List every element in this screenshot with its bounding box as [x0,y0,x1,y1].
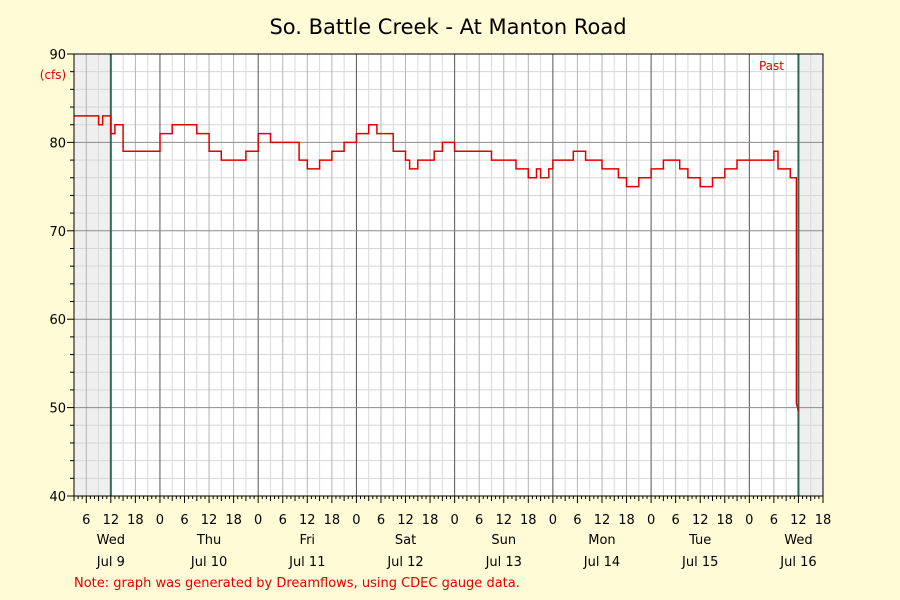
x-date-label: Jul 14 [583,555,620,570]
x-hour-label: 18 [225,513,242,528]
x-hour-label: 6 [279,513,287,528]
x-day-label: Tue [688,533,711,548]
y-tick-label: 50 [49,402,66,417]
x-hour-label: 12 [692,513,709,528]
x-hour-label: 0 [156,513,164,528]
x-hour-label: 6 [82,513,90,528]
x-hour-label: 12 [103,513,120,528]
y-tick-label: 70 [49,225,66,240]
x-hour-label: 18 [520,513,537,528]
x-day-label: Thu [196,533,221,548]
x-day-label: Fri [300,533,316,548]
x-hour-label: 18 [324,513,341,528]
x-day-label: Wed [784,533,812,548]
x-hour-label: 0 [450,513,458,528]
x-hour-label: 12 [397,513,414,528]
x-hour-label: 6 [770,513,778,528]
x-hour-label: 0 [352,513,360,528]
x-hour-label: 6 [180,513,188,528]
past-annotation: Past [759,59,784,73]
shaded-region-start [74,54,111,496]
x-hour-label: 18 [815,513,832,528]
x-date-label: Jul 16 [779,555,816,570]
x-hour-label: 12 [299,513,316,528]
x-hour-label: 18 [716,513,733,528]
x-date-label: Jul 15 [681,555,718,570]
y-tick-label: 90 [49,48,66,63]
x-date-label: Jul 9 [96,555,125,570]
chart-title: So. Battle Creek - At Manton Road [269,15,626,39]
x-hour-label: 6 [573,513,581,528]
y-tick-label: 80 [49,136,66,151]
x-hour-label: 18 [618,513,635,528]
plot-frame [73,53,824,497]
x-hour-label: 6 [672,513,680,528]
x-hour-label: 18 [422,513,439,528]
x-hour-label: 12 [201,513,218,528]
x-hour-label: 0 [647,513,655,528]
x-hour-label: 12 [495,513,512,528]
x-date-label: Jul 10 [190,555,227,570]
x-date-label: Jul 11 [288,555,325,570]
x-date-label: Jul 12 [386,555,423,570]
flow-series-line [74,115,800,413]
y-tick-label: 40 [49,490,66,505]
x-day-label: Sun [491,533,516,548]
x-hour-label: 18 [127,513,144,528]
y-axis-unit-label: (cfs) [40,68,66,82]
x-hour-label: 12 [790,513,807,528]
x-hour-label: 0 [549,513,557,528]
plot-background [74,54,823,496]
x-day-label: Wed [97,533,125,548]
x-hour-label: 12 [594,513,611,528]
x-hour-label: 0 [745,513,753,528]
source-note: Note: graph was generated by Dreamflows,… [74,576,520,591]
x-hour-label: 6 [475,513,483,528]
x-day-label: Mon [588,533,615,548]
x-hour-label: 6 [377,513,385,528]
x-day-label: Sat [395,533,416,548]
x-hour-label: 0 [254,513,262,528]
y-tick-label: 60 [49,313,66,328]
x-date-label: Jul 13 [485,555,522,570]
